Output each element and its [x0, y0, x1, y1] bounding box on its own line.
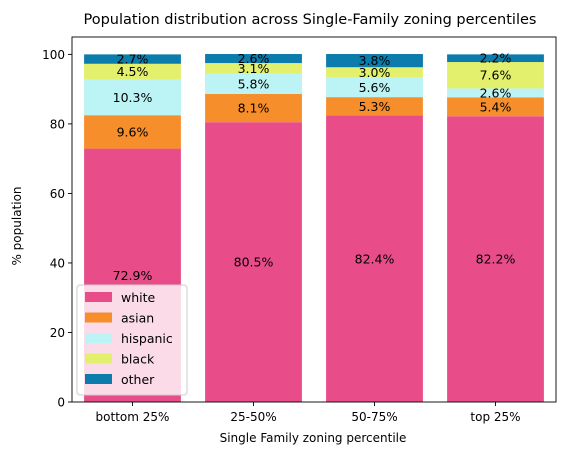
bar-other-1 — [205, 54, 302, 64]
x-tick-label-0: bottom 25% — [96, 410, 170, 424]
bar-asian-0 — [84, 115, 181, 149]
legend-swatch-black — [85, 353, 112, 364]
bar-white-2 — [326, 115, 423, 403]
plot-area: 72.9%9.6%10.3%4.5%2.7%80.5%8.1%5.8%3.1%2… — [42, 36, 557, 424]
legend-label-white: white — [121, 290, 156, 305]
legend-swatch-hispanic — [85, 333, 112, 343]
axes-frame — [71, 36, 557, 403]
bar-asian-2 — [326, 97, 423, 116]
bar-other-2 — [326, 54, 423, 68]
legend-swatch-white — [85, 292, 112, 302]
bar-black-2 — [326, 67, 423, 78]
data-label-black-1: 3.1% — [238, 61, 270, 76]
data-label-white-0: 72.9% — [113, 268, 153, 283]
data-label-other-3: 2.2% — [480, 51, 512, 66]
legend-label-black: black — [121, 352, 155, 367]
data-label-black-3: 7.6% — [480, 68, 512, 83]
bar-asian-1 — [205, 94, 302, 123]
data-label-asian-2: 5.3% — [359, 99, 391, 114]
x-axis-label: Single Family zoning percentile — [220, 431, 407, 445]
data-label-hispanic-1: 5.8% — [238, 76, 270, 91]
data-label-hispanic-3: 2.6% — [480, 85, 512, 100]
y-tick-label-4: 80 — [50, 117, 65, 131]
data-label-other-0: 2.7% — [117, 52, 149, 67]
y-axis-label: % population — [10, 186, 24, 265]
legend-swatch-asian — [85, 312, 112, 323]
data-label-black-2: 3.0% — [359, 65, 391, 80]
bar-hispanic-2 — [326, 77, 423, 98]
legend-label-other: other — [121, 372, 155, 387]
x-tick-label-2: 50-75% — [351, 410, 397, 424]
x-tick-label-1: 25-50% — [230, 410, 276, 424]
y-tick-label-3: 60 — [50, 187, 65, 201]
bar-hispanic-1 — [205, 73, 302, 95]
legend-label-hispanic: hispanic — [121, 331, 173, 346]
data-label-white-1: 80.5% — [234, 255, 274, 270]
legend-label-asian: asian — [121, 311, 154, 326]
y-tick-label-1: 20 — [50, 326, 65, 340]
y-tick-label-2: 40 — [50, 256, 65, 270]
bar-other-0 — [84, 54, 181, 64]
bar-white-3 — [447, 116, 544, 402]
bar-asian-3 — [447, 97, 544, 117]
y-tick-label-0: 0 — [57, 396, 65, 410]
data-label-other-1: 2.6% — [238, 51, 270, 66]
bar-white-1 — [205, 122, 302, 403]
bar-other-3 — [447, 54, 544, 63]
legend-swatch-other — [85, 374, 112, 384]
data-label-other-2: 3.8% — [359, 53, 391, 68]
data-label-hispanic-0: 10.3% — [113, 90, 153, 105]
data-label-asian-1: 8.1% — [238, 101, 270, 116]
data-label-white-2: 82.4% — [355, 251, 395, 266]
data-label-asian-3: 5.4% — [480, 99, 512, 114]
bar-black-3 — [447, 62, 544, 89]
bar-hispanic-0 — [84, 79, 181, 116]
bar-black-1 — [205, 63, 302, 74]
data-label-black-0: 4.5% — [117, 64, 149, 79]
bar-black-0 — [84, 63, 181, 80]
x-tick-label-3: top 25% — [470, 410, 520, 424]
data-label-white-3: 82.2% — [476, 252, 516, 267]
legend: white asian hispanic black other — [76, 284, 188, 396]
chart-title: Population distribution across Single-Fa… — [84, 12, 537, 28]
bar-hispanic-3 — [447, 88, 544, 98]
y-tick-label-5: 100 — [42, 48, 65, 62]
data-label-asian-0: 9.6% — [117, 124, 149, 139]
data-label-hispanic-2: 5.6% — [359, 80, 391, 95]
